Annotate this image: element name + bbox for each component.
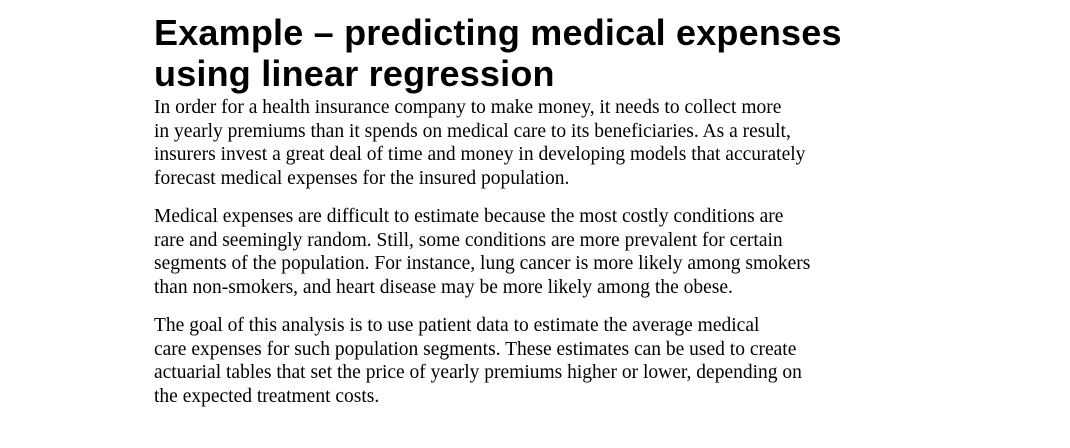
paragraph-line: actuarial tables that set the price of y… bbox=[154, 362, 802, 383]
document-page: Example – predicting medical expenses us… bbox=[154, 12, 914, 408]
paragraph-line: insurers invest a great deal of time and… bbox=[154, 144, 806, 165]
paragraph-3: The goal of this analysis is to use pati… bbox=[154, 314, 914, 408]
paragraph-2: Medical expenses are difficult to estima… bbox=[154, 205, 914, 299]
paragraph-line: In order for a health insurance company … bbox=[154, 97, 782, 118]
paragraph-line: Medical expenses are difficult to estima… bbox=[154, 206, 784, 227]
paragraph-line: rare and seemingly random. Still, some c… bbox=[154, 229, 783, 251]
paragraph-line: in yearly premiums than it spends on med… bbox=[154, 120, 791, 142]
paragraph-1: In order for a health insurance company … bbox=[154, 96, 914, 190]
heading-line-1: Example – predicting medical expenses bbox=[154, 12, 842, 53]
paragraph-line: The goal of this analysis is to use pati… bbox=[154, 315, 760, 336]
paragraph-line: forecast medical expenses for the insure… bbox=[154, 167, 570, 189]
paragraph-line: care expenses for such population segmen… bbox=[154, 338, 797, 360]
heading-line-2: using linear regression bbox=[154, 53, 555, 94]
paragraph-line: than non-smokers, and heart disease may … bbox=[154, 276, 733, 298]
paragraph-line: the expected treatment costs. bbox=[154, 385, 380, 407]
paragraph-line: segments of the population. For instance… bbox=[154, 253, 811, 274]
section-heading: Example – predicting medical expenses us… bbox=[154, 12, 914, 94]
